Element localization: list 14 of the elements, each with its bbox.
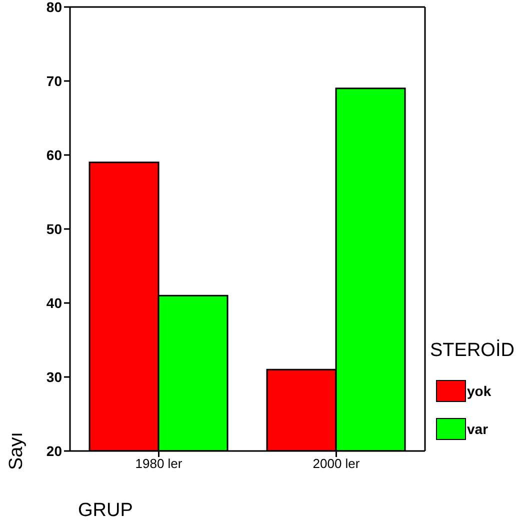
y-tick-label: 80 [46, 0, 62, 15]
y-tick-label: 20 [46, 442, 62, 459]
x-tick-label: 1980 ler [135, 456, 183, 472]
y-tick-label: 50 [46, 220, 62, 237]
y-axis-title: Sayı [6, 432, 28, 470]
y-tick-label: 40 [46, 294, 62, 311]
legend-label: yok [467, 383, 492, 399]
y-tick-label: 30 [46, 368, 62, 385]
legend-title: STEROİD [430, 340, 514, 362]
x-axis-title: GRUP [78, 500, 133, 521]
y-tick-label: 60 [46, 146, 62, 163]
y-tick-label: 70 [46, 72, 62, 89]
x-tick-label: 2000 ler [312, 456, 360, 472]
legend-label: var [467, 421, 488, 437]
